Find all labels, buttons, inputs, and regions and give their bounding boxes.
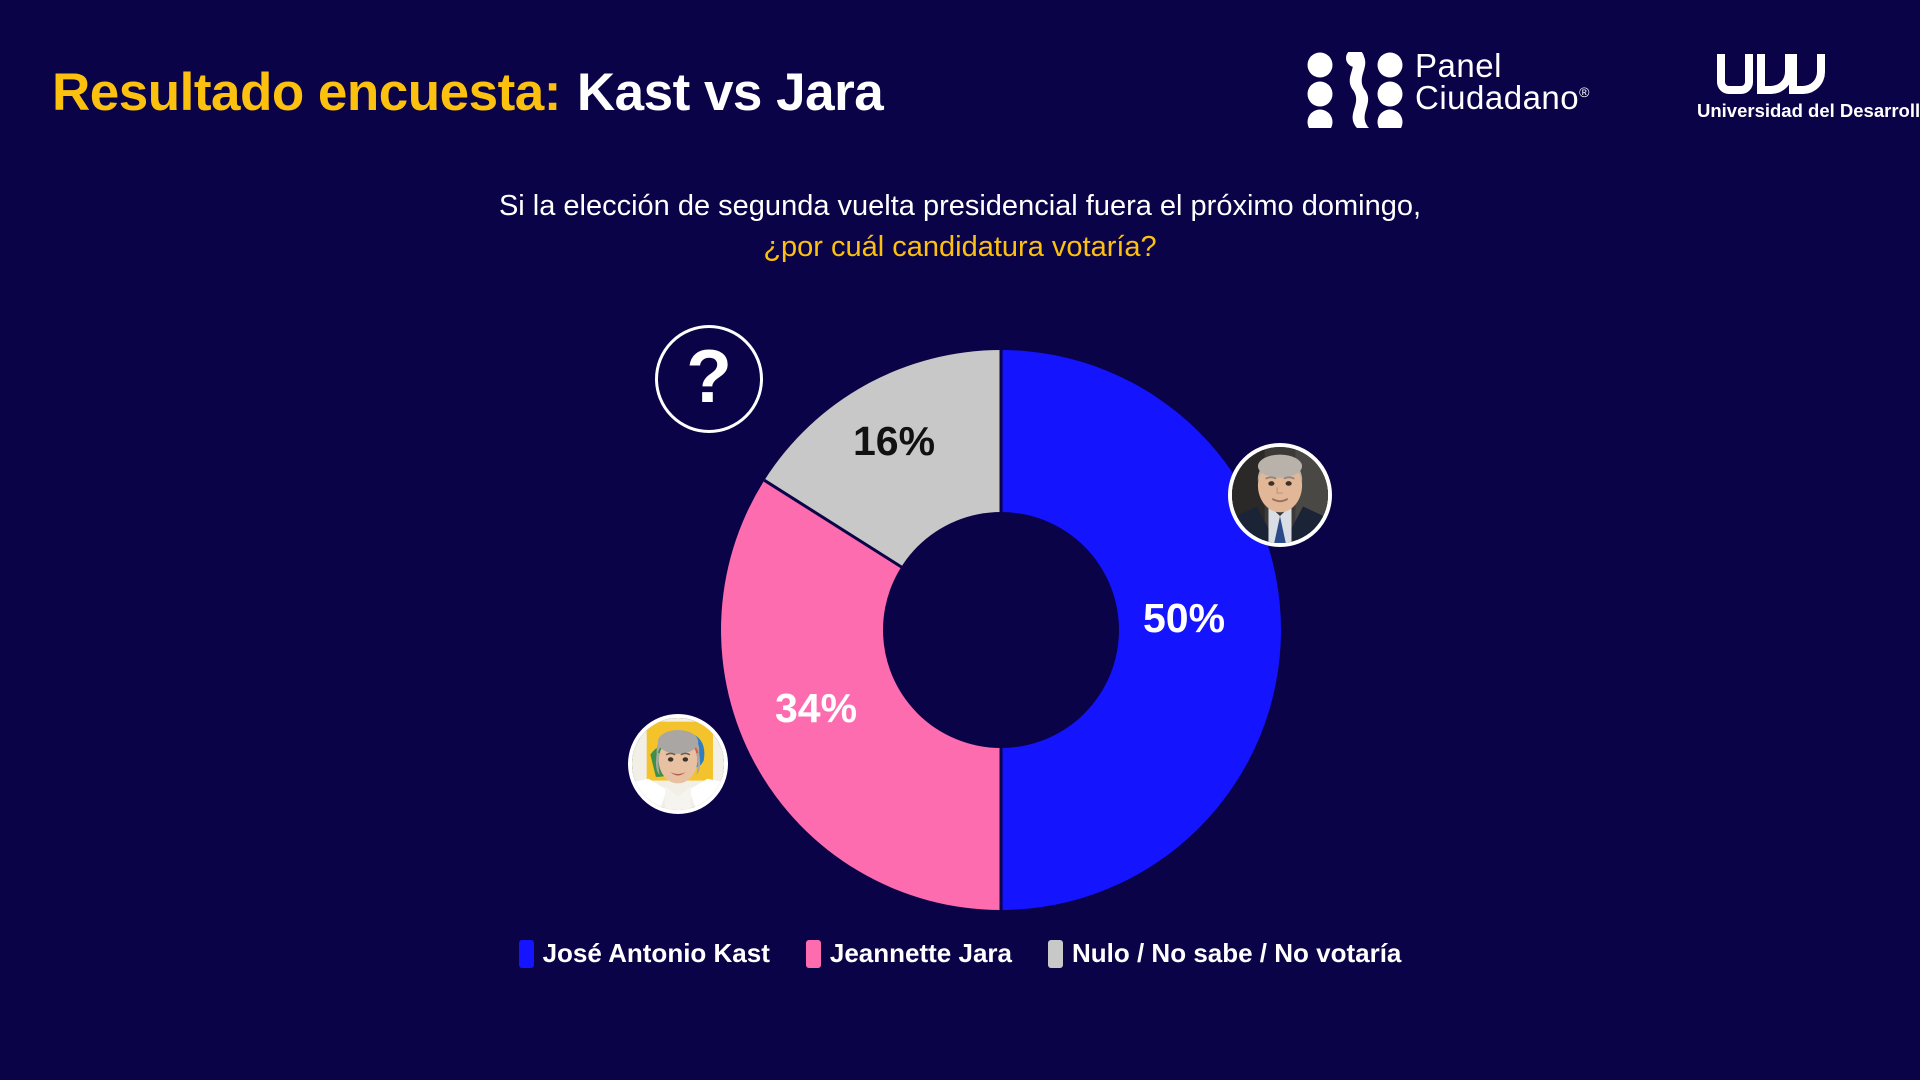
donut-chart-svg bbox=[721, 350, 1281, 910]
avatar-jara bbox=[628, 714, 728, 814]
page-title: Resultado encuesta: Kast vs Jara bbox=[52, 62, 884, 123]
registered-mark: ® bbox=[1579, 84, 1590, 100]
chart-legend: José Antonio Kast Jeannette Jara Nulo / … bbox=[0, 938, 1920, 969]
question-mark-badge: ? bbox=[655, 325, 763, 433]
legend-label-nulo: Nulo / No sabe / No votaría bbox=[1072, 938, 1402, 968]
legend-item-nulo[interactable]: Nulo / No sabe / No votaría bbox=[1048, 938, 1401, 969]
legend-item-kast[interactable]: José Antonio Kast bbox=[518, 938, 770, 969]
page-title-rest: Kast vs Jara bbox=[576, 63, 884, 122]
question-line-1: Si la elección de segunda vuelta preside… bbox=[498, 190, 1422, 222]
question-mark-icon: ? bbox=[686, 333, 732, 418]
slice-kast[interactable] bbox=[1001, 350, 1281, 910]
udd-logo: Universidad del Desarrollo bbox=[1697, 52, 1920, 130]
legend-item-jara[interactable]: Jeannette Jara bbox=[805, 938, 1012, 969]
legend-label-kast: José Antonio Kast bbox=[542, 938, 770, 968]
page-title-highlight: Resultado encuesta: bbox=[52, 63, 561, 122]
donut-chart bbox=[711, 340, 1291, 920]
legend-swatch-nulo bbox=[1048, 939, 1063, 968]
dots-cluster-icon bbox=[1307, 52, 1403, 128]
legend-label-jara: Jeannette Jara bbox=[829, 938, 1012, 968]
chart-question: Si la elección de segunda vuelta preside… bbox=[0, 186, 1920, 268]
udd-monogram-icon bbox=[1717, 54, 1825, 94]
header: Resultado encuesta: Kast vs Jara Panel Ci… bbox=[0, 0, 1920, 160]
candidate-photo-jara-icon bbox=[632, 718, 724, 810]
panel-ciudadano-logo: Panel Ciudadano® bbox=[1307, 48, 1627, 134]
legend-swatch-jara bbox=[805, 939, 821, 968]
panel-logo-line2: Ciudadano bbox=[1415, 79, 1580, 116]
udd-name: Universidad del Desarrollo bbox=[1697, 100, 1920, 121]
value-label-jara: 34% bbox=[775, 685, 858, 731]
candidate-photo-kast-icon bbox=[1232, 447, 1328, 543]
panel-logo-line1: Panel bbox=[1415, 47, 1502, 84]
value-label-kast: 50% bbox=[1143, 595, 1226, 641]
value-label-nulo: 16% bbox=[853, 418, 936, 464]
legend-swatch-kast bbox=[518, 939, 534, 968]
donut-hole bbox=[883, 512, 1119, 748]
panel-ciudadano-wordmark: Panel Ciudadano® bbox=[1415, 47, 1590, 116]
question-line-2: ¿por cuál candidatura votaría? bbox=[763, 231, 1157, 264]
avatar-kast bbox=[1228, 443, 1332, 547]
